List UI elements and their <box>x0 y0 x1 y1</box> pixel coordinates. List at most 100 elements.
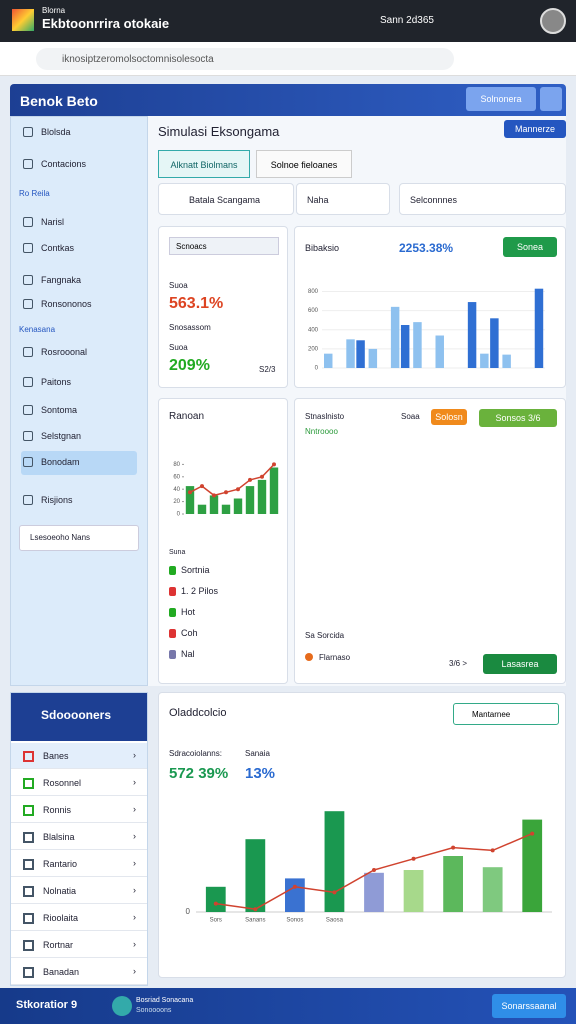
top-bar: Blorna Ekbtoonrrira otokaie Sann 2d365 <box>0 0 576 42</box>
url[interactable]: iknosiptzeromolsoctomnisolesocta <box>62 54 214 65</box>
row-label[interactable]: Rosonnel <box>43 778 82 788</box>
nav-icon <box>23 495 33 505</box>
nav-icon <box>23 127 33 137</box>
legend-entry: Nal <box>181 649 195 659</box>
dropdown[interactable]: Mantarnee <box>453 703 559 725</box>
footer-text: Bosriad Sonacana <box>136 997 194 1004</box>
legend-entry: Hot <box>181 607 196 617</box>
pager[interactable]: 3/6 > <box>449 659 468 668</box>
active-item[interactable] <box>21 451 137 475</box>
row-icon <box>23 859 34 870</box>
header: Benok Beto Solnonera <box>10 84 566 116</box>
card-title: Ranoan <box>169 411 205 422</box>
label: Snosassom <box>169 323 211 332</box>
page-title: Simulasi Eksongama <box>158 124 280 139</box>
list-row[interactable]: Rantario › <box>11 851 147 877</box>
row-chevron: › <box>133 939 136 949</box>
nav-icon <box>23 347 33 357</box>
row-icon <box>23 832 34 843</box>
row-label[interactable]: Banes <box>43 751 69 761</box>
tab[interactable]: Alknatt Biolmans <box>158 150 250 178</box>
list-row[interactable]: Ronnis › <box>11 797 147 823</box>
list-row[interactable]: Nolnatia › <box>11 878 147 904</box>
search-field[interactable]: Batala Scangama <box>189 195 261 205</box>
list-row[interactable]: Blalsina › <box>11 824 147 850</box>
section-label: Ro Reila <box>19 189 50 198</box>
account[interactable]: Sann 2d365 <box>380 15 434 26</box>
header-button[interactable]: Solnonera <box>466 87 536 111</box>
section-label: Kenasana <box>19 325 56 334</box>
row-icon <box>23 967 34 978</box>
row-label[interactable]: Rantario <box>43 859 78 869</box>
nav-item[interactable]: Ronsononos <box>41 299 92 309</box>
search-field[interactable]: Naha <box>307 195 329 205</box>
stat-value: 563.1% <box>169 295 224 312</box>
nav-icon <box>23 299 33 309</box>
green-button[interactable]: Sonsos 3/6 <box>479 409 557 427</box>
nav-item[interactable]: Bonodam <box>41 457 80 467</box>
row-label[interactable]: Nolnatia <box>43 886 77 896</box>
subtitle: Nntroooo <box>305 427 338 436</box>
orange-button[interactable]: Solosn <box>431 409 467 425</box>
search-field[interactable]: Selconnnes <box>410 195 458 205</box>
nav-item[interactable]: Selstgnan <box>41 431 82 441</box>
footer-button[interactable]: Sonarssaanal <box>492 994 566 1018</box>
legend-entry: 1. 2 Pilos <box>181 586 219 596</box>
row-chevron: › <box>133 885 136 895</box>
list-row[interactable]: Banadan › <box>11 959 147 985</box>
nav-icon <box>23 275 33 285</box>
row-label[interactable]: Ronnis <box>43 805 72 815</box>
nav-icon <box>23 217 33 227</box>
nav-icon <box>23 457 33 467</box>
row-label[interactable]: Banadan <box>43 967 80 977</box>
label: Sa Sorcida <box>305 631 345 640</box>
logo <box>12 9 34 31</box>
card-title: Bibaksio <box>305 243 340 253</box>
list-row[interactable]: Rosonnel › <box>11 770 147 796</box>
tab[interactable]: Solnoe fieloanes <box>256 150 352 178</box>
nav-item[interactable]: Rosrooonal <box>41 347 88 357</box>
card-button[interactable]: Lasasrea <box>483 654 557 674</box>
list-row[interactable]: Rioolaita › <box>11 905 147 931</box>
brand: Blorna <box>42 6 66 15</box>
nav-item[interactable]: Risjions <box>41 495 73 505</box>
label: Sdracoiolanns: <box>169 749 222 758</box>
nav-item[interactable]: Blolsda <box>41 127 71 137</box>
card-button[interactable]: Sonea <box>503 237 557 257</box>
nav-item[interactable]: Contacions <box>41 159 87 169</box>
top-button[interactable]: Mannerze <box>504 120 566 138</box>
sidebar-search[interactable]: Lsesoeoho Nans <box>19 525 139 551</box>
list-row[interactable]: Banes › <box>11 743 147 769</box>
trend-card: Ranoan Suna Sortnia 1. 2 Pilos Hot Coh Nal <box>158 398 288 684</box>
row-icon <box>23 805 34 816</box>
stat-value: 13% <box>245 765 276 782</box>
brand: Ekbtoonrrira otokaie <box>42 16 170 31</box>
nav-item[interactable]: Sontoma <box>41 405 78 415</box>
label: Suoa <box>169 281 188 290</box>
stat-value: 209% <box>169 357 210 374</box>
dropdown[interactable]: Scnoacs <box>169 237 279 255</box>
label: Soaa <box>401 412 420 421</box>
nav-icon <box>23 431 33 441</box>
list-row[interactable]: Rortnar › <box>11 932 147 958</box>
label: Sanaia <box>245 749 270 758</box>
nav-icon <box>23 377 33 387</box>
row-label[interactable]: Blalsina <box>43 832 75 842</box>
search-text[interactable]: Lsesoeoho Nans <box>30 533 91 542</box>
nav-item[interactable]: Narisl <box>41 217 65 227</box>
nav-icon <box>23 243 33 253</box>
row-label[interactable]: Rortnar <box>43 940 74 950</box>
header-title: Benok Beto <box>20 93 98 109</box>
row-chevron: › <box>133 831 136 841</box>
row-label[interactable]: Rioolaita <box>43 913 79 923</box>
bar-card: Bibaksio 2253.38% Sonea <box>294 226 566 388</box>
nav-item[interactable]: Contkas <box>41 243 75 253</box>
row-chevron: › <box>133 750 136 760</box>
icon-button[interactable] <box>540 87 562 111</box>
avatar[interactable] <box>540 8 566 34</box>
nav-item[interactable]: Paitons <box>41 377 72 387</box>
legend-swatch <box>169 629 176 638</box>
nav-item[interactable]: Fangnaka <box>41 275 82 285</box>
row-icon <box>23 751 34 762</box>
